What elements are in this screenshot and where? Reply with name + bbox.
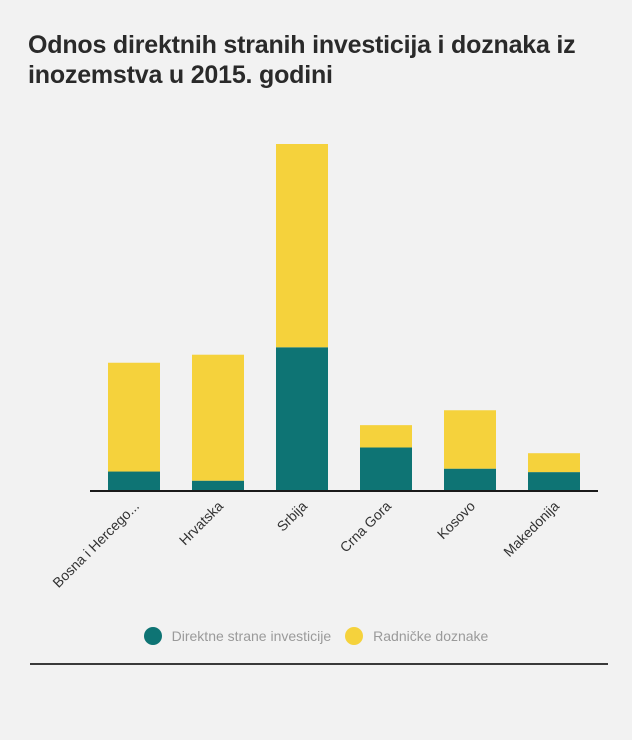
bar-segment-fdi-0[interactable]: [108, 471, 160, 491]
legend-item-fdi[interactable]: Direktne strane investicije: [143, 627, 332, 645]
x-tick-label-5: Makedonija: [500, 498, 562, 560]
bar-segment-remittances-1[interactable]: [192, 354, 244, 481]
bar-segment-remittances-0[interactable]: [108, 362, 160, 472]
bar-segment-fdi-3[interactable]: [360, 447, 412, 491]
bar-segment-remittances-2[interactable]: [276, 144, 328, 348]
bar-segment-fdi-1[interactable]: [192, 480, 244, 491]
x-tick-label-2: Srbija: [273, 498, 310, 535]
legend: Direktne strane investicije Radničke doz…: [0, 627, 632, 645]
x-tick-label-4: Kosovo: [434, 498, 478, 542]
bar-segment-fdi-5[interactable]: [528, 472, 580, 491]
bar-segment-fdi-2[interactable]: [276, 347, 328, 491]
legend-label-remittances: Radničke doznake: [373, 628, 489, 644]
bar-segment-remittances-5[interactable]: [528, 453, 580, 473]
chart-title: Odnos direktnih stranih investicija i do…: [28, 31, 576, 89]
bar-segment-remittances-3[interactable]: [360, 425, 412, 448]
legend-item-remittances[interactable]: Radničke doznake: [345, 627, 488, 645]
x-tick-label-1: Hrvatska: [176, 498, 227, 549]
legend-label-fdi: Direktne strane investicije: [171, 628, 332, 644]
bar-segment-fdi-4[interactable]: [444, 468, 496, 491]
legend-swatch-fdi: [143, 627, 162, 645]
legend-swatch-remittances: [345, 627, 364, 645]
stacked-bar-chart: Bosna i Hercego... Hrvatska Srbija Crna Gor…: [49, 144, 598, 591]
bar-segment-remittances-4[interactable]: [444, 410, 496, 469]
x-tick-label-0: Bosna i Hercego...: [49, 498, 142, 591]
x-tick-label-3: Crna Gora: [337, 498, 395, 556]
bottom-divider: [30, 663, 608, 665]
